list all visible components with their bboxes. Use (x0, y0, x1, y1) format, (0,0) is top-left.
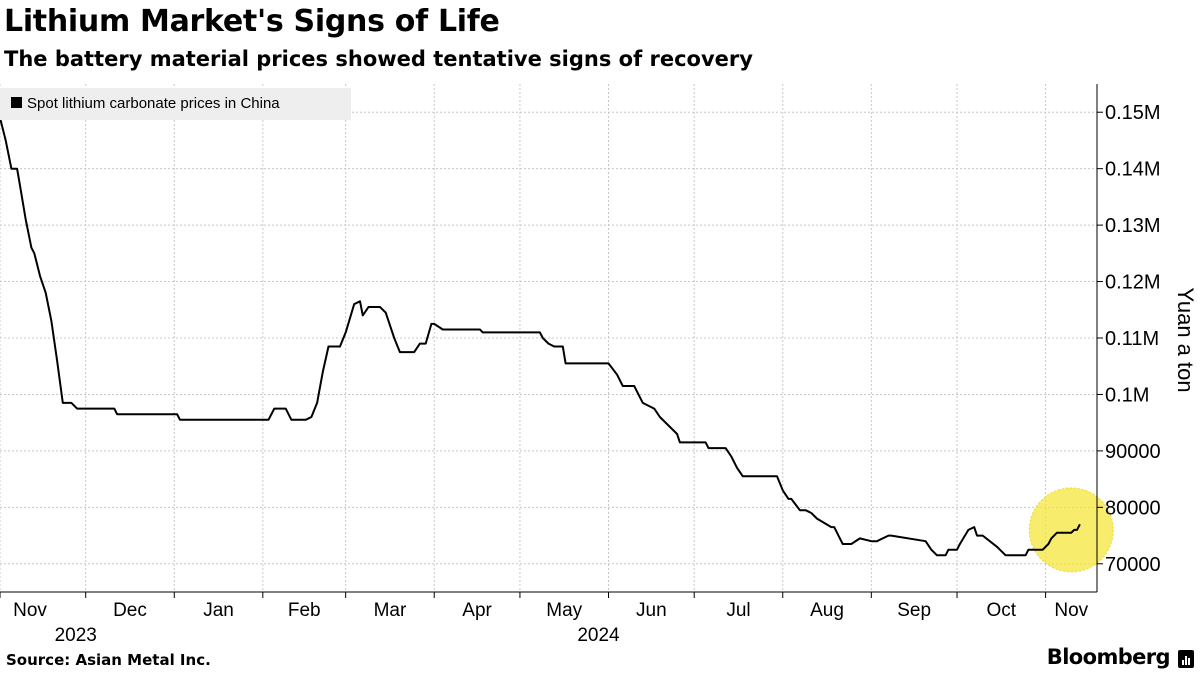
x-tick-label: Feb (288, 600, 321, 621)
brand-logo: Bloomberg (1046, 645, 1171, 669)
x-tick-label: Jun (636, 600, 667, 621)
highlight-circle (1028, 487, 1114, 573)
highlight-annotation (1028, 487, 1114, 573)
x-tick-label: Dec (113, 600, 147, 621)
y-tick-label: 0.11M (1105, 328, 1159, 350)
x-tick-label: Apr (462, 600, 492, 621)
x-tick-labels: Nov Dec Jan Feb Mar Apr May Jun Jul Aug Sep Oct Nov 2… (0, 592, 1089, 646)
x-year-label: 2024 (577, 625, 620, 646)
x-tick-label: Jan (203, 600, 234, 621)
y-tick-label: 70000 (1105, 554, 1161, 576)
x-tick-label: Mar (374, 600, 407, 621)
y-tick-label: 0.1M (1105, 384, 1149, 406)
source-note: Source: Asian Metal Inc. (6, 651, 211, 669)
y-tick-labels: 70000 80000 90000 0.1M 0.11M 0.12M 0.13M 0.14M 0… (1097, 102, 1161, 576)
x-tick-label: Nov (1054, 600, 1088, 621)
legend-swatch (11, 97, 22, 108)
y-tick-label: 0.12M (1105, 272, 1161, 294)
y-tick-label: 90000 (1105, 441, 1161, 463)
x-tick-label: Oct (987, 600, 1017, 621)
series-line (0, 117, 1081, 557)
y-tick-label: 0.13M (1105, 215, 1161, 237)
y-tick-label: 0.14M (1105, 159, 1161, 181)
legend: Spot lithium carbonate prices in China (0, 88, 351, 120)
chart-title: Lithium Market's Signs of Life (4, 4, 500, 39)
y-tick-label: 0.15M (1105, 102, 1161, 124)
chart-subtitle: The battery material prices showed tenta… (4, 47, 753, 71)
y-axis-label: Yuan a ton (1173, 287, 1198, 392)
x-tick-label: Nov (13, 600, 47, 621)
x-year-label: 2023 (55, 625, 97, 646)
x-tick-label: Aug (810, 600, 844, 621)
gridlines (0, 84, 1097, 592)
y-tick-label: 80000 (1105, 497, 1161, 519)
x-tick-label: Jul (726, 600, 750, 621)
series-group (0, 117, 1081, 557)
legend-label: Spot lithium carbonate prices in China (27, 95, 280, 112)
legend-background (0, 88, 351, 120)
x-tick-label: Sep (897, 600, 931, 621)
bloomberg-icon (1178, 650, 1194, 668)
x-tick-label: May (546, 600, 582, 621)
